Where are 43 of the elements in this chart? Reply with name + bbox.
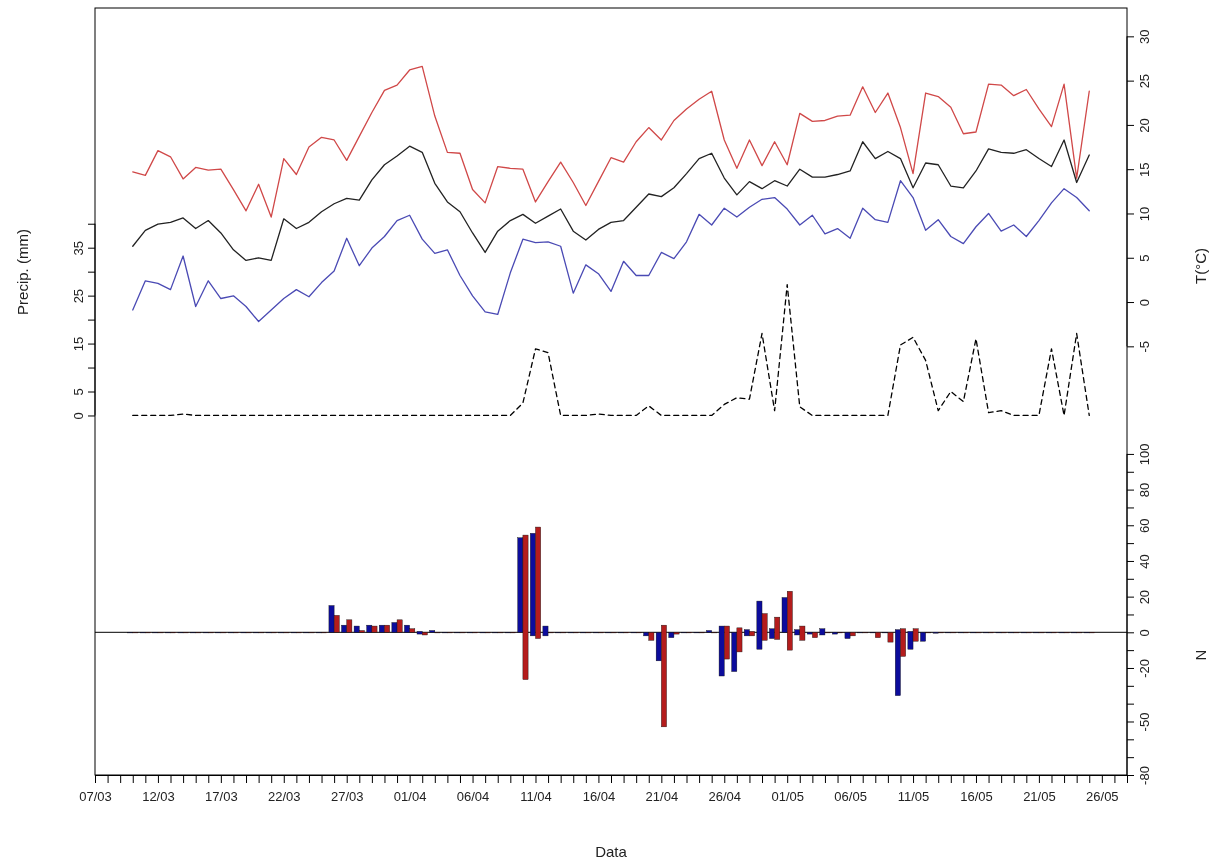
y2-tick-label: 15 bbox=[1136, 162, 1152, 177]
y3-axis-title: N bbox=[1191, 649, 1209, 661]
x-tick-label: 27/03 bbox=[330, 789, 364, 805]
y3-tick-label: 60 bbox=[1136, 518, 1152, 534]
x-tick-label: 11/05 bbox=[897, 789, 930, 805]
y2-tick-label: 20 bbox=[1136, 118, 1152, 133]
y-tick-label: 25 bbox=[71, 288, 86, 304]
x-tick-label: 01/04 bbox=[393, 789, 427, 805]
x-tick-label: 07/03 bbox=[79, 789, 112, 805]
y2-tick-label: 10 bbox=[1136, 206, 1152, 222]
x-tick-label: 17/03 bbox=[205, 789, 238, 805]
y3-tick-label: -80 bbox=[1136, 766, 1152, 785]
y2-axis-title: T(°C) bbox=[1191, 248, 1209, 284]
y-tick-label: 5 bbox=[71, 388, 86, 396]
x-tick-label: 21/05 bbox=[1023, 789, 1056, 805]
y-tick-label: 0 bbox=[71, 412, 86, 420]
x-tick-label: 16/05 bbox=[960, 789, 993, 805]
x-tick-label: 11/04 bbox=[520, 789, 552, 805]
y3-tick-label: 100 bbox=[1136, 443, 1152, 466]
y2-tick-label: 0 bbox=[1136, 298, 1152, 307]
y-tick-label: 35 bbox=[71, 240, 86, 256]
x-tick-label: 06/05 bbox=[834, 789, 867, 805]
y3-tick-label: -50 bbox=[1136, 712, 1152, 732]
x-axis-title: Data bbox=[595, 843, 628, 860]
x-tick-label: 26/05 bbox=[1086, 789, 1119, 805]
y3-tick-label: -20 bbox=[1136, 659, 1152, 678]
y2-tick-label: 25 bbox=[1136, 73, 1152, 89]
x-tick-label: 26/04 bbox=[708, 789, 742, 805]
y2-tick-label: 5 bbox=[1136, 254, 1152, 262]
x-tick-label: 06/04 bbox=[456, 789, 490, 805]
y3-tick-label: 0 bbox=[1136, 629, 1152, 637]
x-tick-label: 16/04 bbox=[582, 789, 616, 805]
y3-tick-label: 80 bbox=[1136, 482, 1152, 498]
x-tick-label: 01/05 bbox=[771, 789, 804, 805]
y-tick-label: 15 bbox=[71, 336, 86, 352]
x-tick-label: 12/03 bbox=[142, 789, 175, 805]
x-tick-label: 21/04 bbox=[645, 789, 679, 805]
y2-tick-label: 30 bbox=[1136, 29, 1152, 45]
y-axis-title: Precip. (mm) bbox=[13, 229, 31, 315]
y3-tick-label: 40 bbox=[1136, 554, 1152, 569]
y2-tick-label: -5 bbox=[1136, 341, 1152, 353]
y3-tick-label: 20 bbox=[1136, 589, 1152, 605]
x-tick-label: 22/03 bbox=[268, 789, 301, 805]
